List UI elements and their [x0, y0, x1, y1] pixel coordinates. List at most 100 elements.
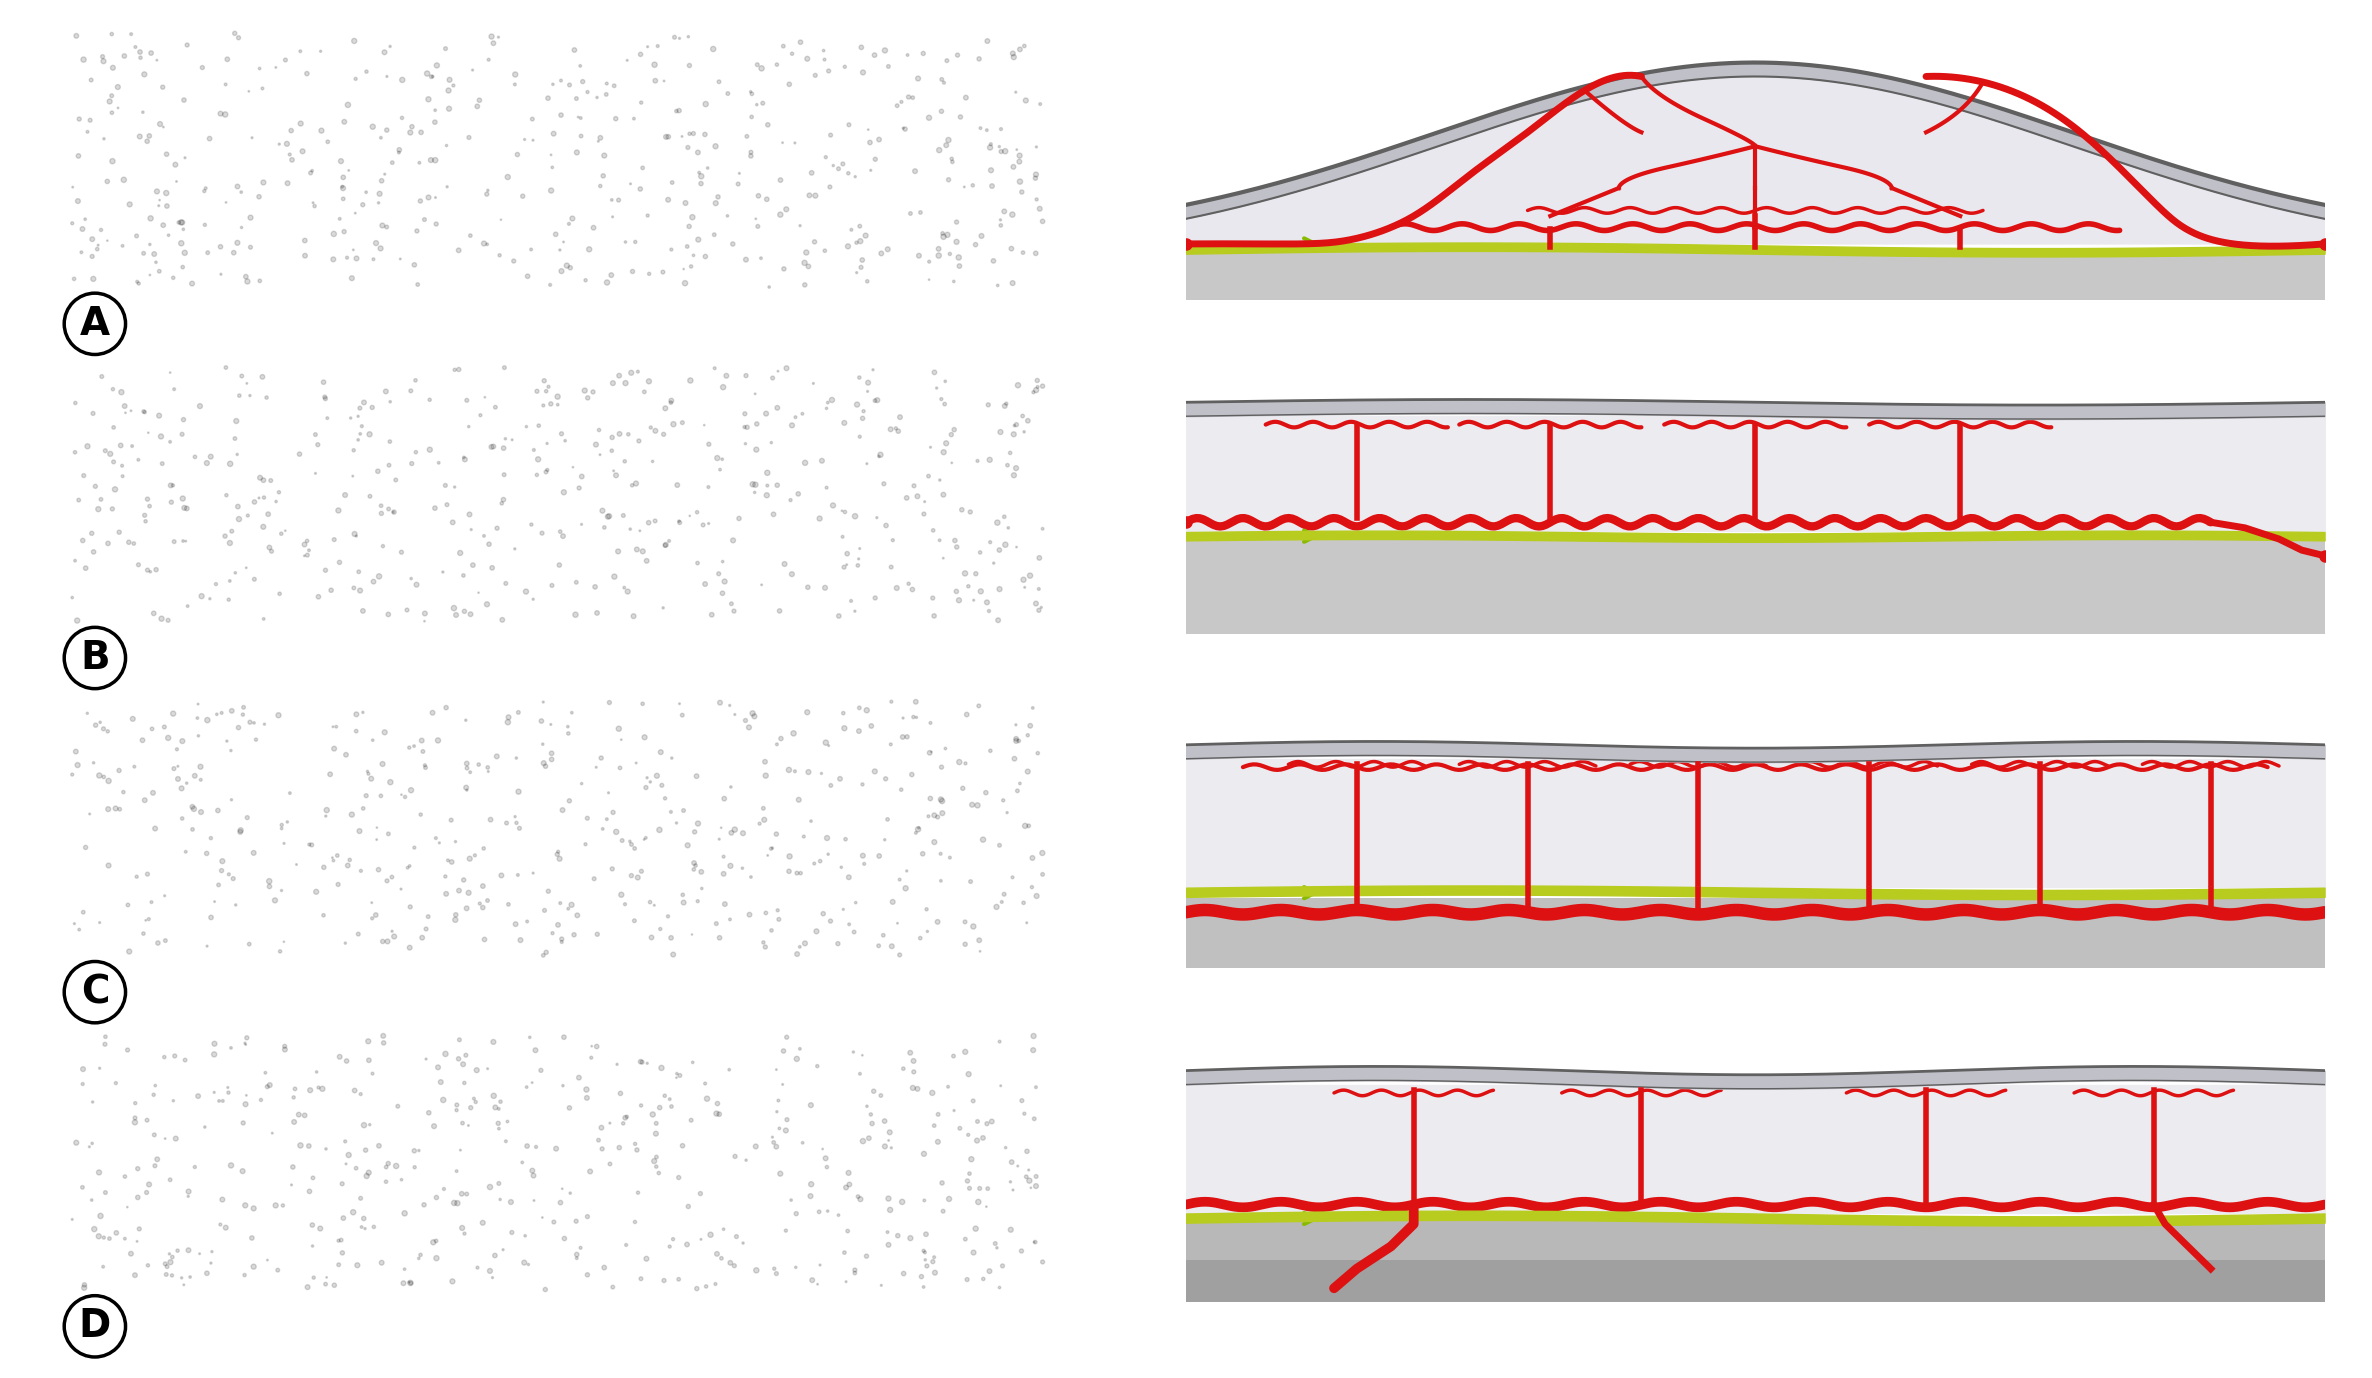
- Point: [1020, 743, 1058, 765]
- Point: [619, 361, 657, 383]
- Point: [97, 798, 135, 820]
- Point: [126, 401, 164, 423]
- Point: [728, 365, 766, 387]
- Point: [320, 499, 358, 521]
- Point: [747, 751, 785, 773]
- Point: [211, 453, 249, 475]
- Point: [572, 1035, 610, 1057]
- Point: [531, 274, 569, 296]
- Point: [185, 1116, 223, 1138]
- Point: [145, 717, 183, 739]
- Point: [152, 361, 190, 383]
- Point: [795, 372, 833, 394]
- Point: [631, 371, 669, 393]
- Point: [486, 427, 524, 449]
- Point: [1025, 864, 1063, 886]
- Point: [261, 481, 299, 503]
- Point: [166, 1049, 204, 1071]
- Point: [263, 814, 301, 836]
- Point: [916, 361, 954, 383]
- Point: [242, 270, 280, 292]
- Point: [232, 1226, 270, 1248]
- Point: [351, 1113, 389, 1135]
- Point: [980, 1276, 1018, 1298]
- Point: [759, 360, 797, 382]
- Point: [916, 831, 954, 853]
- Point: [337, 68, 375, 90]
- Point: [906, 1142, 944, 1164]
- Point: [569, 808, 607, 830]
- Point: [852, 131, 890, 153]
- Point: [614, 909, 652, 932]
- Point: [85, 1034, 123, 1056]
- Point: [598, 1053, 636, 1075]
- Point: [600, 189, 638, 211]
- Point: [228, 270, 266, 292]
- Point: [81, 1225, 119, 1247]
- Point: [885, 726, 923, 748]
- Point: [989, 802, 1027, 824]
- Point: [100, 76, 138, 98]
- Point: [363, 535, 401, 557]
- Point: [218, 444, 256, 466]
- Point: [892, 1228, 930, 1250]
- Point: [206, 357, 244, 379]
- Point: [946, 1040, 984, 1062]
- Point: [569, 1264, 607, 1286]
- Point: [562, 466, 600, 488]
- Point: [467, 594, 505, 616]
- Point: [529, 459, 567, 481]
- Point: [600, 365, 638, 387]
- Point: [138, 251, 176, 273]
- Point: [209, 1082, 247, 1104]
- Point: [719, 174, 757, 196]
- Point: [451, 225, 489, 247]
- Point: [638, 34, 676, 56]
- Point: [145, 116, 183, 138]
- Point: [259, 704, 296, 726]
- Point: [451, 416, 489, 438]
- Point: [871, 419, 908, 441]
- Point: [764, 1040, 802, 1062]
- Point: [828, 554, 866, 576]
- Point: [493, 1221, 531, 1243]
- Point: [401, 1244, 439, 1266]
- Point: [560, 106, 598, 128]
- Point: [863, 1275, 901, 1297]
- Point: [783, 402, 821, 424]
- Point: [327, 1130, 365, 1152]
- Point: [683, 861, 721, 883]
- Point: [923, 843, 961, 865]
- Point: [263, 817, 301, 839]
- Point: [126, 243, 164, 265]
- Point: [882, 91, 920, 113]
- Point: [342, 1215, 380, 1237]
- Point: [818, 933, 856, 955]
- Point: [396, 254, 434, 276]
- Point: [436, 1160, 474, 1182]
- Point: [970, 531, 1008, 553]
- Point: [230, 711, 268, 733]
- Point: [780, 936, 818, 958]
- Point: [593, 858, 631, 881]
- Point: [339, 1254, 377, 1276]
- Point: [541, 238, 579, 260]
- Point: [192, 445, 230, 467]
- Point: [939, 255, 977, 277]
- Point: [657, 1062, 695, 1084]
- Point: [434, 1192, 472, 1214]
- Point: [664, 704, 702, 726]
- Point: [342, 860, 380, 882]
- Point: [339, 405, 377, 427]
- Point: [840, 1185, 878, 1207]
- Point: [927, 737, 965, 759]
- Point: [223, 216, 261, 238]
- Point: [999, 780, 1037, 802]
- Point: [567, 1087, 605, 1109]
- Point: [602, 1082, 640, 1104]
- Point: [973, 160, 1010, 182]
- Point: [961, 117, 999, 139]
- Point: [448, 1184, 486, 1206]
- Point: [619, 1140, 657, 1162]
- Point: [645, 397, 683, 419]
